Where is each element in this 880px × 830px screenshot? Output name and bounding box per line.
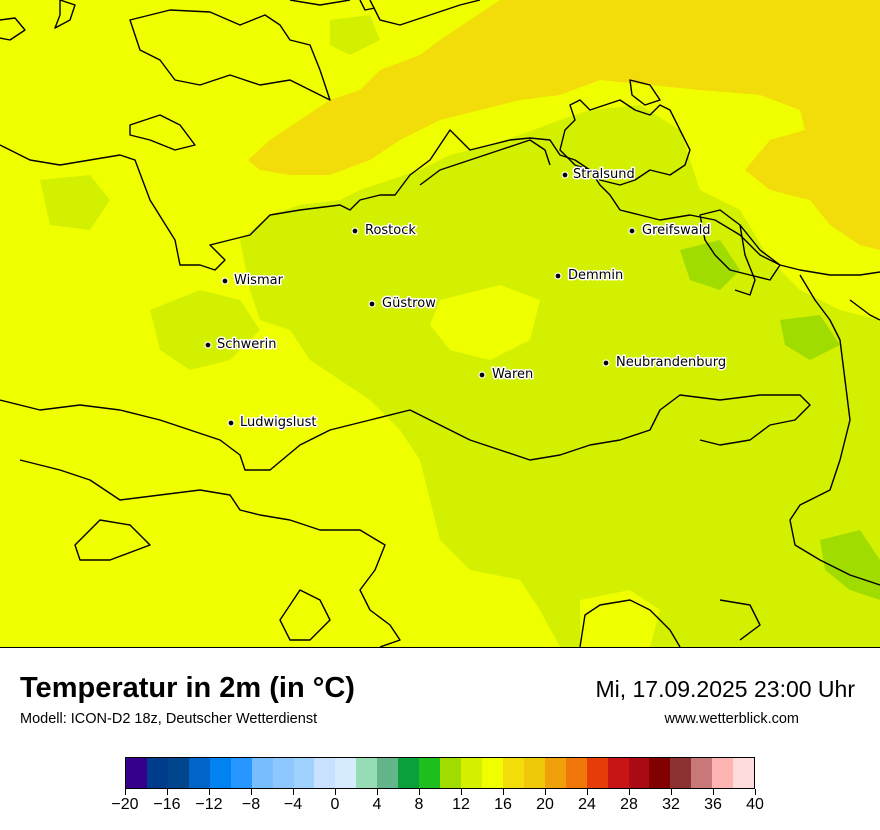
colorbar-tick-label: 8	[414, 796, 424, 813]
colorbar-segment	[691, 758, 713, 788]
map-title: Temperatur in 2m (in °C)	[20, 672, 355, 704]
colorbar-tick	[124, 789, 126, 795]
city-label: Ludwigslust	[240, 415, 317, 430]
city-label: Stralsund	[573, 167, 635, 182]
colorbar-ticks: −20 −16 −12 −8 −4 0 4 8 12 16 20 24 28 32 36 40	[111, 789, 764, 830]
colorbar-segment	[628, 758, 650, 788]
colorbar-segment	[335, 758, 357, 788]
colorbar-segment	[419, 758, 441, 788]
colorbar-segment	[565, 758, 587, 788]
colorbar-tick	[712, 789, 714, 795]
colorbar-tick	[334, 789, 336, 795]
city-label: Neubrandenburg	[616, 355, 726, 370]
city-waren[interactable]: Waren	[478, 366, 535, 384]
colorbar-segment	[586, 758, 608, 788]
temperature-field-warm-sea	[248, 0, 880, 250]
colorbar-tick	[628, 789, 630, 795]
colorbar-tick-label: −4	[283, 796, 303, 813]
city-label: Rostock	[365, 223, 416, 238]
colorbar-segment	[293, 758, 315, 788]
colorbar-tick	[418, 789, 420, 795]
temperature-field-cool-patch	[150, 290, 260, 370]
colorbar-segment	[314, 758, 336, 788]
colorbar-tick	[166, 789, 168, 795]
colorbar-segment	[398, 758, 420, 788]
colorbar-segment	[607, 758, 629, 788]
colorbar-tick-label: 20	[536, 796, 554, 813]
city-guestrow[interactable]: Güstrow	[368, 295, 438, 313]
colorbar-segment	[356, 758, 378, 788]
colorbar-tick-label: 4	[372, 796, 382, 813]
colorbar-segment	[188, 758, 210, 788]
temperature-colorbar	[125, 757, 755, 789]
city-markers: Stralsund Rostock Greifswald Wismar Demm…	[204, 166, 728, 432]
colorbar-segment	[377, 758, 399, 788]
colorbar-tick	[670, 789, 672, 795]
temperature-field-cool-patch	[40, 175, 110, 230]
colorbar-segment	[272, 758, 294, 788]
colorbar-tick-label: 12	[452, 796, 470, 813]
colorbar-tick-label: −8	[241, 796, 261, 813]
colorbar-tick	[376, 789, 378, 795]
city-greifswald[interactable]: Greifswald	[628, 222, 712, 240]
colorbar-segment	[523, 758, 545, 788]
city-label: Wismar	[234, 273, 284, 288]
colorbar-segment	[126, 758, 147, 788]
city-demmin[interactable]: Demmin	[554, 267, 625, 285]
colorbar-tick	[208, 789, 210, 795]
city-label: Schwerin	[217, 337, 276, 352]
colorbar-segment	[167, 758, 189, 788]
temperature-field-base-patch	[430, 285, 540, 360]
city-label: Demmin	[568, 268, 623, 283]
colorbar-segment	[712, 758, 734, 788]
colorbar-segment	[461, 758, 482, 788]
temperature-field-cooler	[780, 315, 840, 360]
colorbar-segment	[733, 758, 755, 788]
temperature-map[interactable]: Stralsund Rostock Greifswald Wismar Demm…	[0, 0, 880, 648]
colorbar-tick-label: 36	[704, 796, 722, 813]
coastlines	[0, 0, 880, 647]
model-info: Modell: ICON-D2 18z, Deutscher Wetterdie…	[20, 711, 318, 727]
colorbar-tick-label: 0	[330, 796, 340, 813]
city-schwerin[interactable]: Schwerin	[204, 336, 278, 354]
temperature-field-cool-patch	[330, 15, 380, 55]
city-ludwigslust[interactable]: Ludwigslust	[227, 414, 318, 432]
colorbar-segment	[209, 758, 231, 788]
colorbar-tick	[544, 789, 546, 795]
city-wismar[interactable]: Wismar	[221, 272, 285, 290]
colorbar-tick	[586, 789, 588, 795]
city-rostock[interactable]: Rostock	[351, 222, 418, 240]
colorbar-tick	[292, 789, 294, 795]
city-label: Greifswald	[642, 223, 711, 238]
temperature-field-cooler	[820, 530, 880, 600]
colorbar-tick-label: −12	[195, 796, 223, 813]
city-neubrandenburg[interactable]: Neubrandenburg	[602, 354, 728, 372]
colorbar-tick-label: −20	[111, 796, 139, 813]
colorbar-tick-label: −16	[153, 796, 181, 813]
colorbar-tick-label: 24	[578, 796, 596, 813]
colorbar-tick	[460, 789, 462, 795]
colorbar-segment	[670, 758, 692, 788]
forecast-datetime: Mi, 17.09.2025 23:00 Uhr	[595, 676, 855, 702]
city-label: Güstrow	[382, 296, 436, 311]
colorbar-segment	[146, 758, 168, 788]
colorbar-tick	[250, 789, 252, 795]
temperature-field-cooler	[680, 240, 740, 290]
colorbar-segment	[649, 758, 671, 788]
colorbar-segment	[440, 758, 461, 788]
colorbar-tick	[502, 789, 504, 795]
colorbar-segment	[230, 758, 252, 788]
colorbar-tick	[754, 789, 756, 795]
city-label: Waren	[492, 367, 533, 382]
colorbar-segment	[481, 758, 503, 788]
colorbar-segment	[502, 758, 524, 788]
colorbar-tick-label: 40	[746, 796, 764, 813]
colorbar-tick-label: 28	[620, 796, 638, 813]
website-link[interactable]: www.wetterblick.com	[664, 711, 799, 727]
city-stralsund[interactable]: Stralsund	[561, 166, 636, 184]
colorbar-segment	[544, 758, 566, 788]
colorbar-segment	[251, 758, 273, 788]
colorbar-tick-label: 16	[494, 796, 512, 813]
colorbar-tick-label: 32	[662, 796, 680, 813]
